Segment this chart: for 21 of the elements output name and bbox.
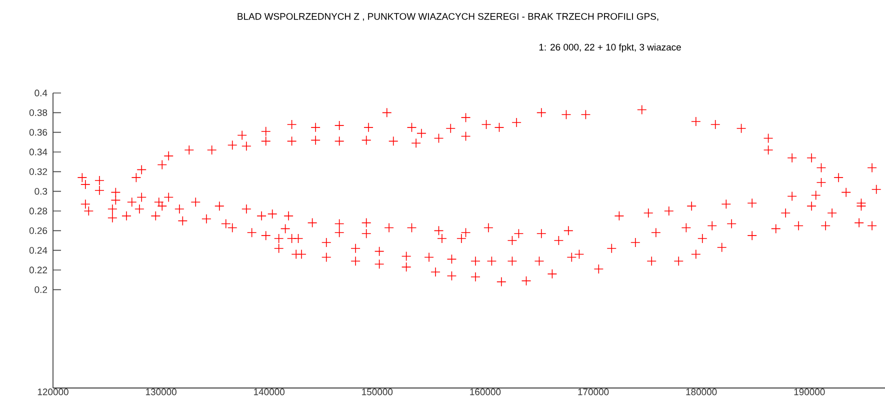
x-tick-label: 160000	[470, 388, 501, 396]
y-tick-label: 0.2	[34, 286, 48, 294]
x-tick-label: 140000	[254, 388, 285, 396]
y-tick-label: 0.38	[29, 109, 48, 116]
y-tick-label: 0.36	[29, 128, 48, 136]
y-tick-label: 0.28	[29, 208, 48, 214]
x-tick-label: 130000	[146, 388, 176, 396]
y-tick-label: 0.26	[29, 227, 48, 234]
y-tick-label: 0.34	[29, 148, 48, 156]
y-tick-label: 0.32	[29, 168, 48, 176]
x-tick-label: 120000	[38, 388, 68, 396]
x-tick-label: 170000	[578, 388, 609, 396]
y-tick-label: 0.22	[29, 266, 48, 274]
chart-title: BLAD WSPOLRZEDNYCH Z , PUNKTOW WIAZACYCH SZEREGI - BRAK TRZECH PROFILI GPS,	[238, 13, 658, 21]
x-tick-label: 150000	[362, 388, 393, 396]
x-tick-label: 180000	[686, 388, 717, 396]
y-tick-label: 0.3	[34, 188, 48, 195]
y-tick-label: 0.24	[29, 246, 48, 254]
x-tick-label: 190000	[794, 388, 825, 396]
y-tick-label: 0.4	[34, 90, 48, 96]
chart-subtitle: 1: 26 000, 22 + 10 fpkt, 3 wiazace	[539, 44, 681, 52]
